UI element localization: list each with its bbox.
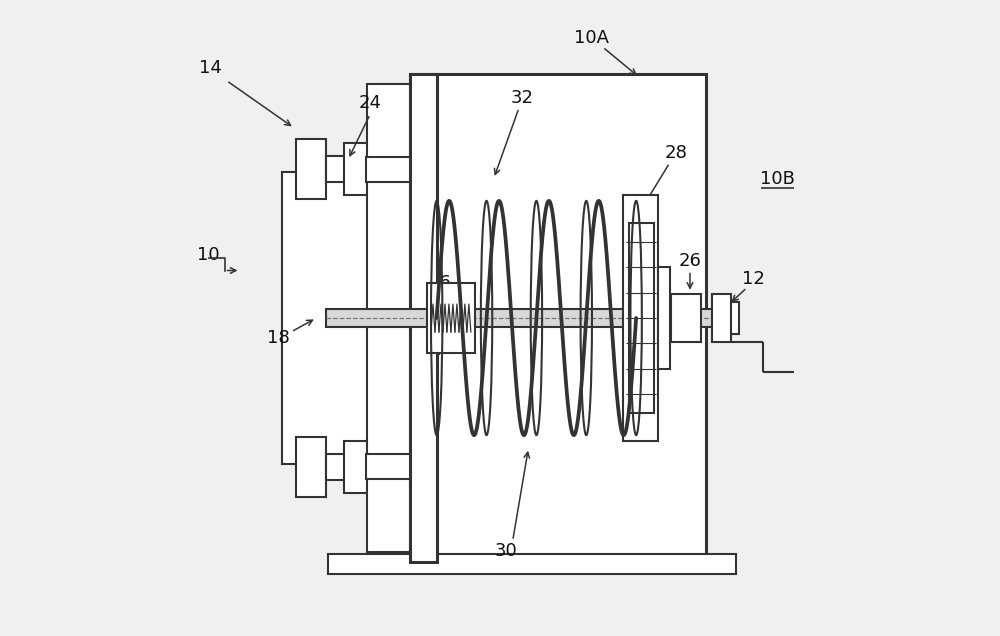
Text: 10B: 10B bbox=[760, 170, 795, 188]
Text: 10: 10 bbox=[197, 245, 220, 264]
Bar bbox=[328, 554, 736, 574]
Bar bbox=[427, 283, 475, 353]
Bar bbox=[658, 267, 670, 369]
Text: 12: 12 bbox=[742, 270, 765, 287]
Bar bbox=[731, 302, 739, 334]
Bar bbox=[385, 448, 399, 486]
Bar bbox=[326, 453, 399, 480]
Text: 26: 26 bbox=[679, 252, 701, 270]
Bar bbox=[410, 74, 437, 562]
Text: 34: 34 bbox=[633, 350, 656, 368]
Bar bbox=[411, 459, 429, 474]
Bar bbox=[411, 162, 429, 177]
Bar bbox=[671, 294, 701, 342]
Bar bbox=[366, 156, 411, 182]
Bar bbox=[712, 294, 731, 342]
Text: 14: 14 bbox=[199, 59, 221, 77]
Bar bbox=[296, 437, 326, 497]
Bar bbox=[344, 143, 396, 195]
Text: 30: 30 bbox=[495, 542, 518, 560]
Bar bbox=[326, 308, 715, 328]
Bar bbox=[296, 139, 326, 199]
Bar bbox=[385, 143, 399, 181]
Text: 24: 24 bbox=[359, 93, 382, 112]
Bar bbox=[326, 156, 399, 183]
Bar bbox=[410, 74, 706, 562]
Bar bbox=[344, 441, 396, 493]
Text: 10A: 10A bbox=[574, 29, 609, 47]
Bar bbox=[366, 454, 411, 480]
Text: 36: 36 bbox=[428, 274, 451, 292]
Text: 18: 18 bbox=[267, 329, 290, 347]
Bar bbox=[623, 195, 658, 441]
Bar bbox=[367, 84, 410, 552]
Text: 28: 28 bbox=[665, 144, 687, 162]
Bar bbox=[629, 223, 654, 413]
Bar bbox=[282, 172, 392, 464]
Text: 32: 32 bbox=[511, 88, 534, 107]
Text: 38: 38 bbox=[420, 342, 443, 360]
